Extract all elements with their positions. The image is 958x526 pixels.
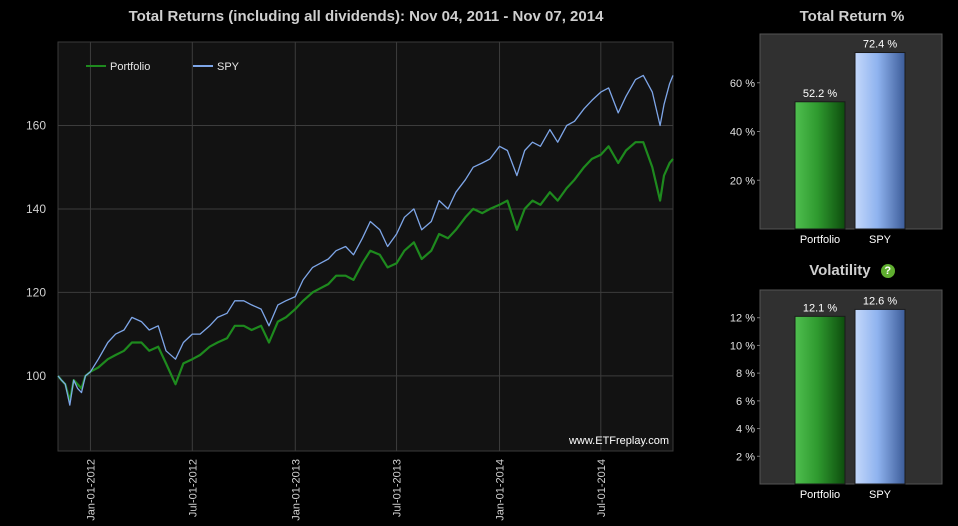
- total-return-title: Total Return %: [799, 8, 905, 25]
- total-return-bar-spy: [854, 52, 906, 230]
- volatility-y-tick-label: 10 %: [730, 340, 755, 352]
- x-tick-label: Jan-01-2014: [495, 459, 507, 521]
- volatility-title-text: Volatility: [809, 262, 871, 279]
- volatility-title: Volatility ?: [762, 262, 942, 279]
- series-line-portfolio: [57, 141, 674, 402]
- total-return-y-tick-label: 40 %: [730, 127, 755, 139]
- volatility-y-tick-label: 6 %: [736, 396, 755, 408]
- x-tick-label: Jul-01-2013: [392, 459, 404, 517]
- watermark: www.ETFreplay.com: [568, 435, 669, 447]
- x-tick-label: Jul-01-2012: [187, 459, 199, 517]
- legend-label: Portfolio: [110, 61, 150, 73]
- series-line-spy: [57, 74, 674, 406]
- plot-area: [57, 41, 674, 452]
- question-circle-icon[interactable]: ?: [880, 264, 895, 278]
- total-return-plot-area: [759, 33, 943, 230]
- volatility-category-label: SPY: [869, 489, 892, 501]
- total-return-data-label: 52.2 %: [803, 88, 837, 100]
- legend-label: SPY: [217, 61, 240, 73]
- x-tick-label: Jan-01-2013: [290, 459, 302, 521]
- y-tick-label: 140: [26, 202, 46, 216]
- volatility-y-tick-label: 12 %: [730, 313, 755, 325]
- main-chart-title: Total Returns (including all dividends):…: [128, 8, 604, 25]
- volatility-plot-area: [759, 289, 943, 485]
- volatility-bar-spy: [854, 308, 906, 485]
- total-return-y-tick-label: 20 %: [730, 175, 755, 187]
- volatility-category-label: Portfolio: [800, 489, 840, 501]
- volatility-y-tick-label: 8 %: [736, 368, 755, 380]
- x-tick-label: Jan-01-2012: [85, 459, 97, 521]
- volatility-data-label: 12.1 %: [803, 302, 837, 314]
- y-tick-label: 100: [26, 369, 46, 383]
- total-return-category-label: SPY: [869, 234, 892, 246]
- total-return-bar-portfolio: [794, 101, 846, 230]
- total-return-category-label: Portfolio: [800, 234, 840, 246]
- x-tick-label: Jul-01-2014: [596, 459, 608, 517]
- volatility-y-tick-label: 4 %: [736, 424, 755, 436]
- volatility-y-tick-label: 2 %: [736, 451, 755, 463]
- volatility-data-label: 12.6 %: [863, 295, 897, 307]
- total-return-y-tick-label: 60 %: [730, 78, 755, 90]
- y-tick-label: 120: [26, 285, 46, 299]
- volatility-bar-portfolio: [794, 315, 846, 485]
- y-tick-label: 160: [26, 118, 46, 132]
- total-return-data-label: 72.4 %: [863, 39, 897, 51]
